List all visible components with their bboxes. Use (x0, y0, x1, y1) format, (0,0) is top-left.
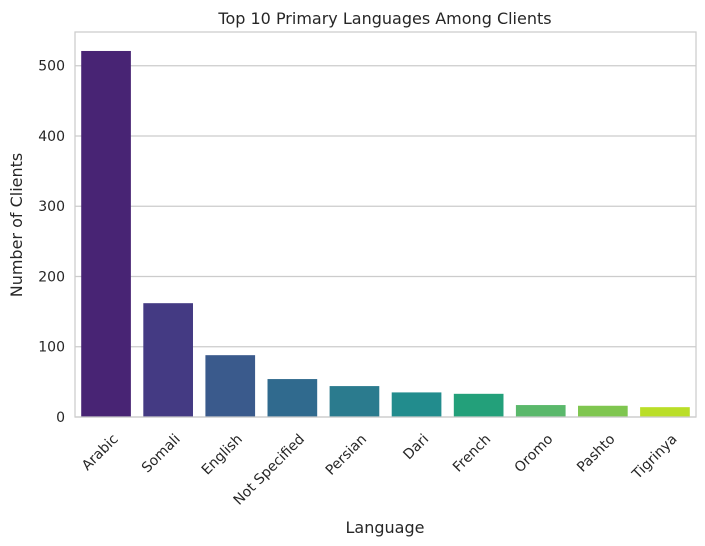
bar-not-specified (267, 379, 318, 417)
bars (81, 50, 690, 417)
x-tick-label: Persian (323, 431, 370, 478)
plot-frame (74, 31, 697, 418)
x-tick-label: English (199, 431, 246, 478)
bar-somali (143, 303, 193, 417)
x-tick-label: Arabic (79, 431, 122, 474)
bar-french (453, 393, 504, 417)
y-tick-label: 200 (38, 269, 65, 285)
bar-pashto (578, 405, 628, 417)
y-tick-label: 300 (38, 199, 65, 215)
bar-english (205, 355, 256, 417)
chart-title: Top 10 Primary Languages Among Clients (217, 9, 551, 28)
x-tick-label: Tigrinya (629, 431, 681, 483)
y-tick-label: 100 (38, 340, 65, 356)
x-tick-label: French (450, 431, 494, 475)
y-tick-label: 0 (56, 410, 65, 426)
bar-tigrinya (640, 407, 690, 417)
y-tick-label: 500 (38, 59, 65, 75)
x-tick-label: Somali (139, 431, 184, 476)
x-tick-label: Dari (400, 431, 432, 463)
y-tick-labels: 0 100 200 300 400 500 (38, 59, 65, 426)
bar-dari (391, 392, 442, 417)
x-tick-label: Oromo (512, 431, 557, 476)
x-tick-label: Pashto (574, 431, 618, 475)
y-axis-label: Number of Clients (7, 153, 26, 298)
bar-arabic (81, 50, 131, 417)
bar-persian (329, 386, 380, 417)
bar-oromo (515, 405, 566, 417)
x-axis-label: Language (346, 518, 425, 537)
y-tick-label: 400 (38, 129, 65, 145)
